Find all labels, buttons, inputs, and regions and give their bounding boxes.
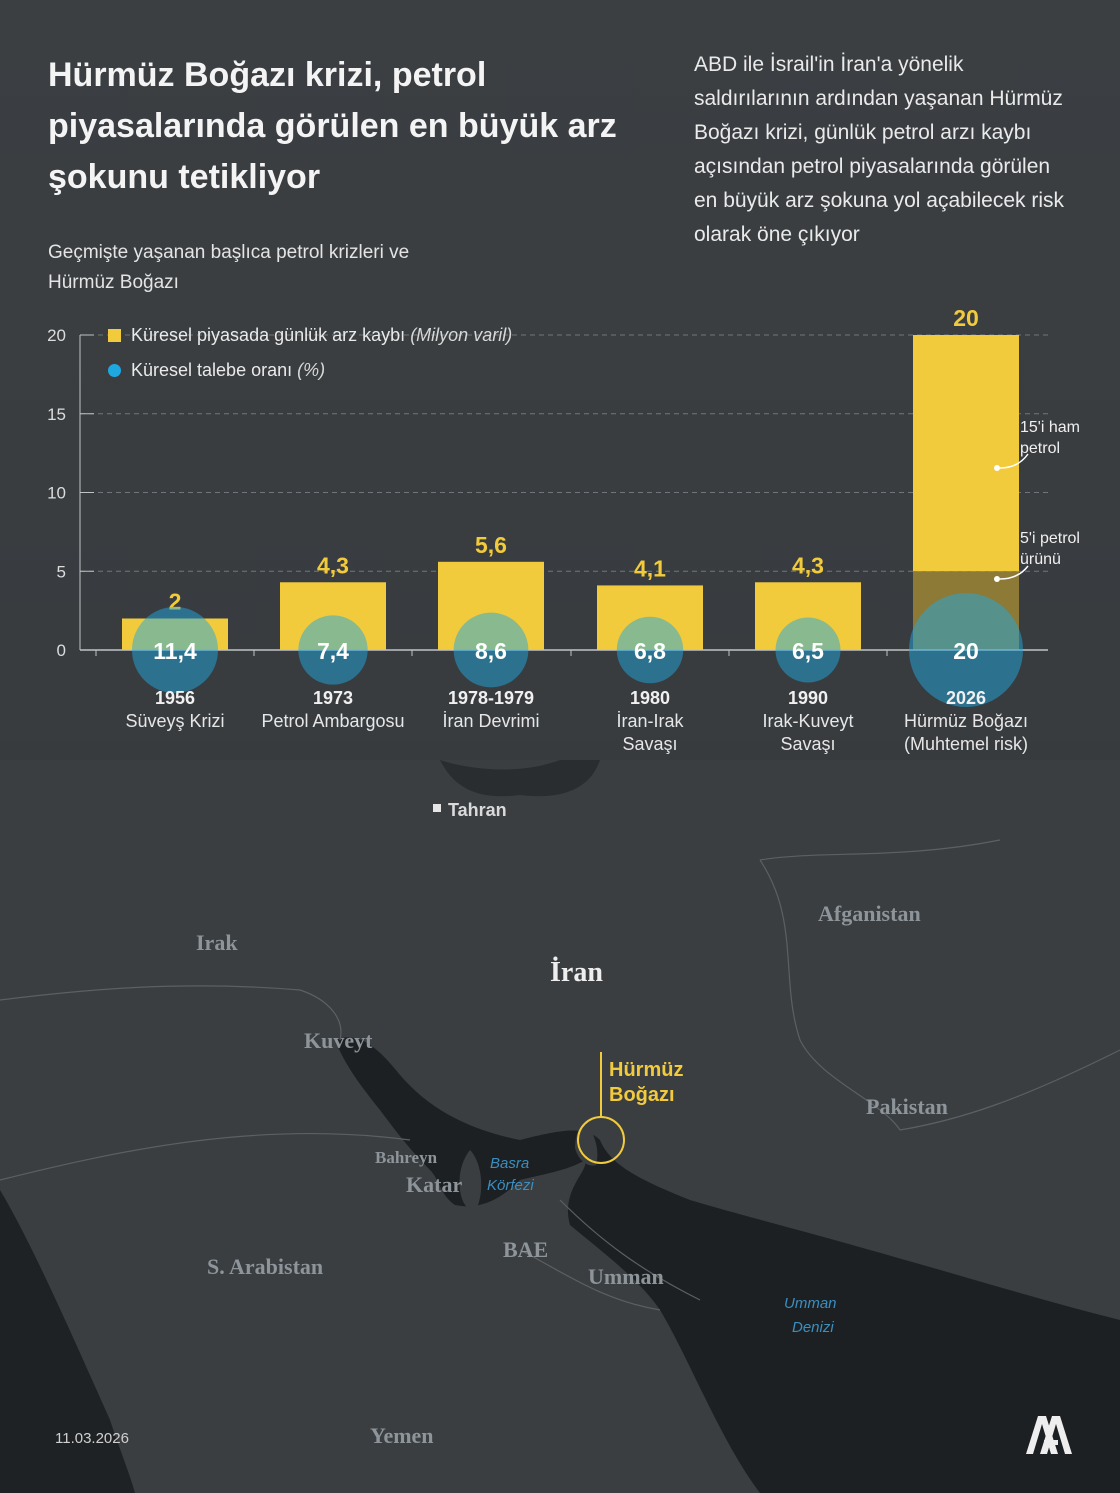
category-year-label: 1978-1979 bbox=[448, 688, 534, 708]
category-year-label: 1990 bbox=[788, 688, 828, 708]
map-water-labels: Basra Körfezi Umman Denizi bbox=[487, 1155, 837, 1336]
annotation-dot bbox=[994, 465, 1000, 471]
demand-share-circle bbox=[909, 593, 1023, 707]
demand-share-circle bbox=[775, 617, 841, 683]
category-name-label: İran-Irak bbox=[616, 711, 684, 731]
page-title: Hürmüz Boğazı krizi, petrol piyasalarınd… bbox=[48, 56, 617, 196]
annotation-product-line2: ürünü bbox=[1020, 551, 1061, 568]
red-sea-shape bbox=[0, 1190, 135, 1493]
category-year-label: 2026 bbox=[946, 688, 986, 708]
legend-supply-label: Küresel piyasada günlük arz kaybı bbox=[131, 325, 406, 345]
legend-demand-label: Küresel talebe oranı bbox=[131, 360, 293, 380]
legend-supply-unit: (Milyon varil) bbox=[410, 325, 513, 345]
map-label-arabistan: S. Arabistan bbox=[207, 1254, 323, 1279]
legend-item-demand: Küresel talebe oranı (%) bbox=[108, 357, 512, 392]
demand-share-label: 7,4 bbox=[317, 638, 349, 664]
bar-value-label: 5,6 bbox=[475, 532, 507, 558]
map-label-kuveyt: Kuveyt bbox=[304, 1028, 373, 1053]
category-name-label: Irak-Kuveyt bbox=[762, 711, 853, 731]
bar-value-label: 4,3 bbox=[792, 552, 824, 578]
map-label-irak: Irak bbox=[196, 930, 238, 955]
hormuz-label: Hürmüz Boğazı bbox=[609, 1059, 683, 1106]
map-label-bahreyn: Bahreyn bbox=[375, 1148, 438, 1167]
y-tick-label: 0 bbox=[57, 641, 66, 660]
demand-share-label: 11,4 bbox=[153, 638, 197, 664]
y-tick-label: 15 bbox=[47, 405, 66, 424]
category-name-label: Süveyş Krizi bbox=[125, 711, 224, 731]
annotation-product-line1: 5'i petrol bbox=[1020, 530, 1080, 547]
chart-legend: Küresel piyasada günlük arz kaybı (Milyo… bbox=[108, 322, 512, 392]
qatar-shape bbox=[459, 1150, 482, 1210]
demand-share-circle bbox=[298, 615, 368, 685]
map-label-katar: Katar bbox=[406, 1172, 462, 1197]
annotation-arrow bbox=[999, 565, 1029, 580]
bar-value-label: 20 bbox=[953, 305, 979, 331]
map-label-tahran: Tahran bbox=[448, 800, 507, 820]
map-label-iran: İran bbox=[550, 957, 603, 988]
category-year-label: 1980 bbox=[630, 688, 670, 708]
demand-share-circle bbox=[616, 616, 684, 684]
aa-logo-icon bbox=[1026, 1416, 1072, 1454]
demand-share-label: 20 bbox=[953, 638, 979, 664]
legend-item-supply: Küresel piyasada günlük arz kaybı (Milyo… bbox=[108, 322, 512, 357]
annotation-dot bbox=[994, 576, 1000, 582]
legend-dot-icon bbox=[108, 364, 121, 377]
category-name-label: Hürmüz Boğazı bbox=[904, 711, 1028, 731]
intro-text: ABD ile İsrail'in İran'a yönelik saldırı… bbox=[694, 53, 1065, 246]
annotation-crude-line2: petrol bbox=[1020, 440, 1060, 457]
y-tick-label: 10 bbox=[47, 484, 66, 503]
persian-gulf-shape bbox=[335, 1037, 1120, 1493]
legend-square-icon bbox=[108, 329, 121, 342]
legend-demand-unit: (%) bbox=[297, 360, 326, 380]
map-label-umman-denizi-2: Denizi bbox=[792, 1319, 834, 1336]
annotation-crude-line1: 15'i ham bbox=[1020, 419, 1080, 436]
category-name-label: İran Devrimi bbox=[442, 711, 539, 731]
annotation-arrow bbox=[999, 453, 1029, 469]
bar-value-label: 4,3 bbox=[317, 552, 349, 578]
demand-share-label: 6,5 bbox=[792, 638, 824, 664]
category-name-label: Savaşı bbox=[780, 734, 835, 754]
category-name-label: Petrol Ambargosu bbox=[261, 711, 404, 731]
y-tick-label: 20 bbox=[47, 326, 66, 345]
demand-share-circle bbox=[131, 606, 219, 694]
map-label-pakistan: Pakistan bbox=[866, 1094, 948, 1119]
bar-segment-crude bbox=[913, 335, 1019, 572]
demand-share-circle bbox=[453, 612, 529, 688]
map-country-labels: Irak Afganistan Kuveyt Pakistan Bahreyn … bbox=[196, 901, 948, 1448]
map-label-yemen: Yemen bbox=[370, 1423, 434, 1448]
map-label-basra-1: Basra bbox=[490, 1155, 529, 1172]
map-label-umman-denizi-1: Umman bbox=[784, 1295, 837, 1312]
category-name-label: Savaşı bbox=[622, 734, 677, 754]
border-lines bbox=[0, 839, 1120, 1311]
map-label-hurmuz-2: Boğazı bbox=[609, 1084, 675, 1106]
category-year-label: 1956 bbox=[155, 688, 195, 708]
category-name-label: (Muhtemel risk) bbox=[904, 734, 1028, 754]
chart-subtitle: Geçmişte yaşanan başlıca petrol krizleri… bbox=[48, 242, 410, 293]
map-label-bae: BAE bbox=[503, 1237, 548, 1262]
y-tick-label: 5 bbox=[57, 562, 66, 581]
caspian-shape bbox=[440, 760, 600, 797]
demand-share-label: 8,6 bbox=[475, 638, 507, 664]
bar-value-label: 4,1 bbox=[634, 555, 666, 581]
category-year-label: 1973 bbox=[313, 688, 353, 708]
map-label-afganistan: Afganistan bbox=[818, 901, 921, 926]
map-label-hurmuz-1: Hürmüz bbox=[609, 1059, 683, 1081]
demand-share-label: 6,8 bbox=[634, 638, 666, 664]
publish-date: 11.03.2026 bbox=[55, 1430, 129, 1447]
map-label-basra-2: Körfezi bbox=[487, 1177, 534, 1194]
tahran-marker-icon bbox=[433, 804, 441, 812]
map-label-umman: Umman bbox=[588, 1264, 664, 1289]
